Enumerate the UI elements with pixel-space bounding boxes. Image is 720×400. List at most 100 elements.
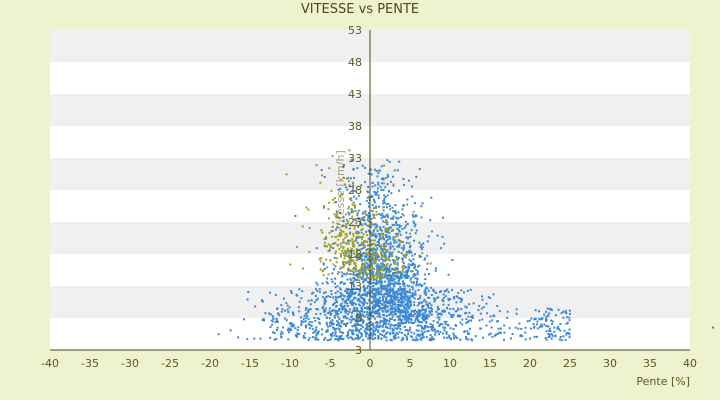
- data-point: [328, 167, 331, 170]
- data-point: [380, 177, 383, 180]
- data-point: [470, 319, 473, 322]
- data-point: [321, 270, 324, 273]
- data-point: [385, 314, 388, 317]
- data-point: [357, 209, 360, 212]
- data-point: [346, 287, 349, 290]
- data-point: [396, 227, 399, 230]
- data-point: [407, 311, 410, 314]
- data-point: [368, 328, 371, 331]
- data-point: [290, 290, 293, 293]
- data-point: [375, 310, 378, 313]
- data-point: [394, 282, 397, 285]
- data-point: [404, 303, 407, 306]
- data-point: [315, 281, 318, 284]
- data-point: [388, 235, 391, 238]
- data-point: [297, 326, 300, 329]
- data-point: [322, 309, 325, 312]
- data-point: [396, 307, 399, 310]
- data-point: [346, 310, 349, 313]
- data-point: [398, 307, 401, 310]
- data-point: [397, 326, 400, 329]
- data-point: [396, 217, 399, 220]
- data-point: [323, 338, 326, 341]
- data-point: [296, 332, 299, 335]
- data-point: [394, 260, 397, 263]
- data-point: [355, 307, 358, 310]
- data-point: [320, 168, 323, 171]
- data-point: [361, 277, 364, 280]
- data-point: [345, 334, 348, 337]
- data-point: [356, 272, 359, 275]
- data-point: [379, 308, 382, 311]
- data-point: [355, 326, 358, 329]
- data-point: [353, 285, 356, 288]
- data-point: [490, 326, 493, 329]
- data-point: [425, 293, 428, 296]
- data-point: [423, 330, 426, 333]
- data-point: [427, 305, 430, 308]
- data-point: [394, 290, 397, 293]
- data-point: [306, 315, 309, 318]
- data-point: [409, 244, 412, 247]
- data-point: [385, 293, 388, 296]
- data-point: [387, 313, 390, 316]
- data-point: [385, 206, 388, 209]
- data-point: [421, 308, 424, 311]
- data-point: [371, 239, 374, 242]
- data-point: [346, 317, 349, 320]
- data-point: [305, 306, 308, 309]
- data-point: [351, 270, 354, 273]
- data-point: [378, 304, 381, 307]
- data-point: [364, 293, 367, 296]
- data-point: [356, 322, 359, 325]
- data-point: [353, 318, 356, 321]
- data-point: [370, 333, 373, 336]
- data-point: [435, 310, 438, 313]
- data-point: [359, 295, 362, 298]
- data-point: [333, 197, 336, 200]
- data-point: [361, 253, 364, 256]
- data-point: [247, 290, 250, 293]
- data-point: [274, 321, 277, 324]
- data-point: [370, 247, 373, 250]
- data-point: [388, 254, 391, 257]
- data-point: [396, 316, 399, 319]
- data-point: [335, 312, 338, 315]
- data-point: [466, 330, 469, 333]
- data-point: [536, 327, 539, 330]
- data-point: [409, 335, 412, 338]
- data-point: [304, 325, 307, 328]
- data-point: [388, 252, 391, 255]
- data-point: [562, 335, 565, 338]
- data-point: [365, 234, 368, 237]
- data-point: [389, 263, 392, 266]
- data-point: [385, 339, 388, 342]
- data-point: [275, 318, 278, 321]
- data-point: [315, 307, 318, 310]
- data-point: [423, 325, 426, 328]
- data-point: [401, 273, 404, 276]
- data-point: [401, 260, 404, 263]
- data-point: [349, 239, 352, 242]
- data-point: [353, 227, 356, 230]
- data-point: [358, 331, 361, 334]
- data-point: [282, 326, 285, 329]
- data-point: [392, 296, 395, 299]
- data-point: [381, 299, 384, 302]
- data-point: [421, 246, 424, 249]
- data-point: [334, 252, 337, 255]
- data-point: [459, 338, 462, 341]
- data-point: [356, 212, 359, 215]
- data-point: [373, 217, 376, 220]
- data-point: [344, 325, 347, 328]
- data-point: [339, 330, 342, 333]
- data-point: [375, 269, 378, 272]
- data-point: [347, 330, 350, 333]
- data-point: [360, 216, 363, 219]
- data-point: [391, 251, 394, 254]
- data-point: [348, 297, 351, 300]
- data-point: [378, 301, 381, 304]
- data-point: [376, 277, 379, 280]
- data-point: [395, 255, 398, 258]
- data-point: [411, 321, 414, 324]
